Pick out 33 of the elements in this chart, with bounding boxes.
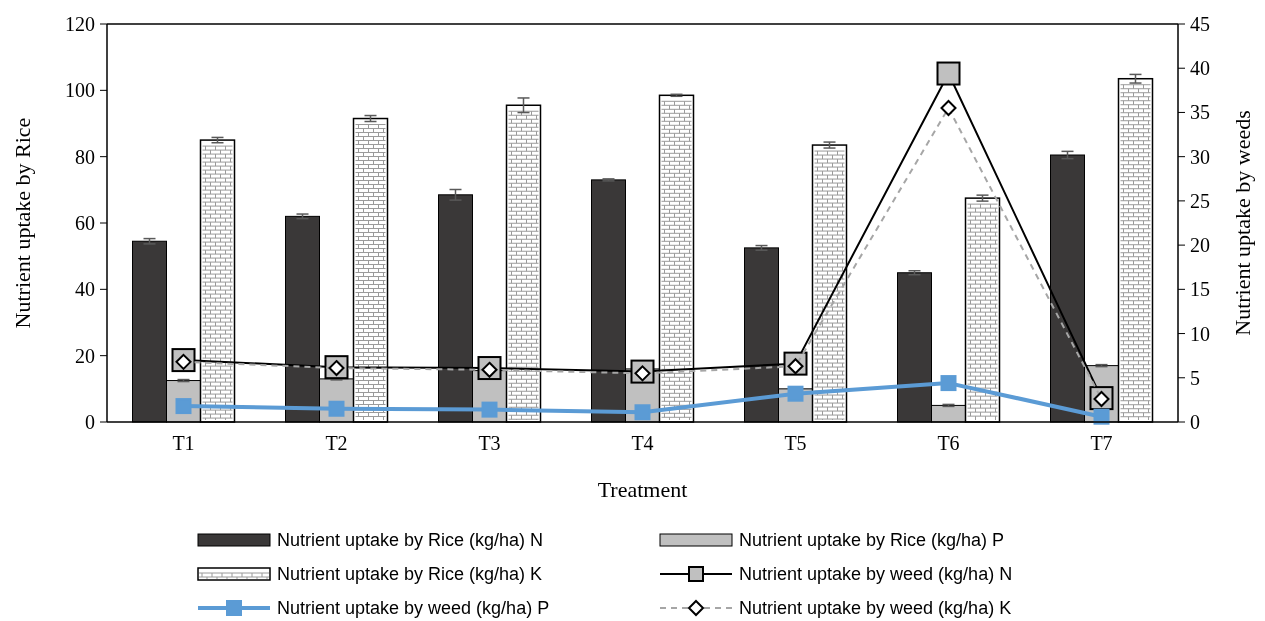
y2-axis-title: Nutrient uptake by weeds [1230,110,1255,336]
x-tick-label: T6 [937,432,960,454]
y2-tick-label: 40 [1190,57,1210,80]
y-tick-label: 40 [75,278,95,301]
legend-label: Nutrient uptake by Rice (kg/ha) K [277,564,543,585]
y2-tick-label: 10 [1190,322,1210,345]
y-tick-label: 100 [65,79,95,102]
y2-tick-label: 0 [1190,411,1200,433]
legend-label: Nutrient uptake by Rice (kg/ha) N [277,530,544,551]
y2-tick-label: 35 [1190,101,1210,124]
legend-label: Nutrient uptake by Rice (kg/ha) P [739,530,1005,551]
x-tick-label: T1 [172,432,195,454]
y2-tick-label: 25 [1190,189,1210,212]
y-tick-label: 60 [75,212,95,234]
y2-tick-label: 15 [1190,278,1210,301]
y-tick-label: 80 [75,145,95,168]
y-axis-title: Nutrient uptake by Rice [10,117,35,329]
legend-label: Nutrient uptake by weed (kg/ha) P [277,598,550,619]
x-axis-title: Treatment [597,477,688,502]
y-tick-label: 20 [75,344,95,367]
x-tick-label: T4 [631,432,654,454]
x-tick-label: T7 [1090,432,1113,454]
y2-tick-label: 20 [1190,234,1210,257]
legend-label: Nutrient uptake by weed (kg/ha) N [739,564,1013,585]
y-tick-label: 120 [65,13,95,35]
legend-label: Nutrient uptake by weed (kg/ha) K [739,598,1012,619]
x-tick-label: T3 [478,432,501,454]
x-tick-label: T5 [784,432,807,454]
y2-tick-label: 5 [1190,366,1200,389]
y2-tick-label: 45 [1190,13,1210,35]
x-tick-label: T2 [325,432,348,454]
y2-tick-label: 30 [1190,145,1210,168]
y-tick-label: 0 [85,411,95,433]
